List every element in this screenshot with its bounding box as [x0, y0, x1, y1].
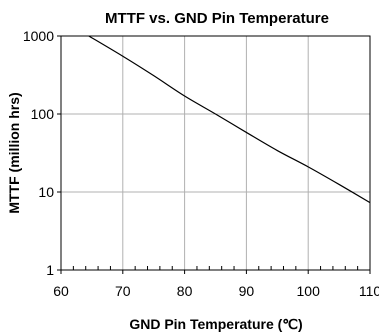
y-tick-label: 1000 [23, 28, 54, 44]
grid [61, 35, 371, 270]
plot-frame [60, 35, 371, 271]
x-tick-label: 80 [177, 283, 193, 299]
series-layer [88, 35, 371, 204]
y-tick-labels: 1 10 100 1000 [23, 28, 54, 278]
y-tick-label: 100 [31, 106, 55, 122]
y-axis-label: MTTF (million hrs) [6, 92, 22, 213]
x-axis-label: GND Pin Temperature (℃) [129, 316, 302, 332]
x-tick-label: 70 [115, 283, 131, 299]
x-tick-labels: 60 70 80 90 100 110 [53, 283, 379, 299]
series-line [88, 35, 371, 204]
ticks [57, 35, 371, 274]
chart-title: MTTF vs. GND Pin Temperature [105, 10, 329, 27]
x-tick-label: 60 [53, 283, 69, 299]
x-tick-label: 90 [239, 283, 255, 299]
x-tick-label: 100 [297, 283, 321, 299]
y-tick-label: 10 [38, 184, 54, 200]
y-tick-label: 1 [46, 262, 54, 278]
x-tick-label: 110 [359, 283, 379, 299]
